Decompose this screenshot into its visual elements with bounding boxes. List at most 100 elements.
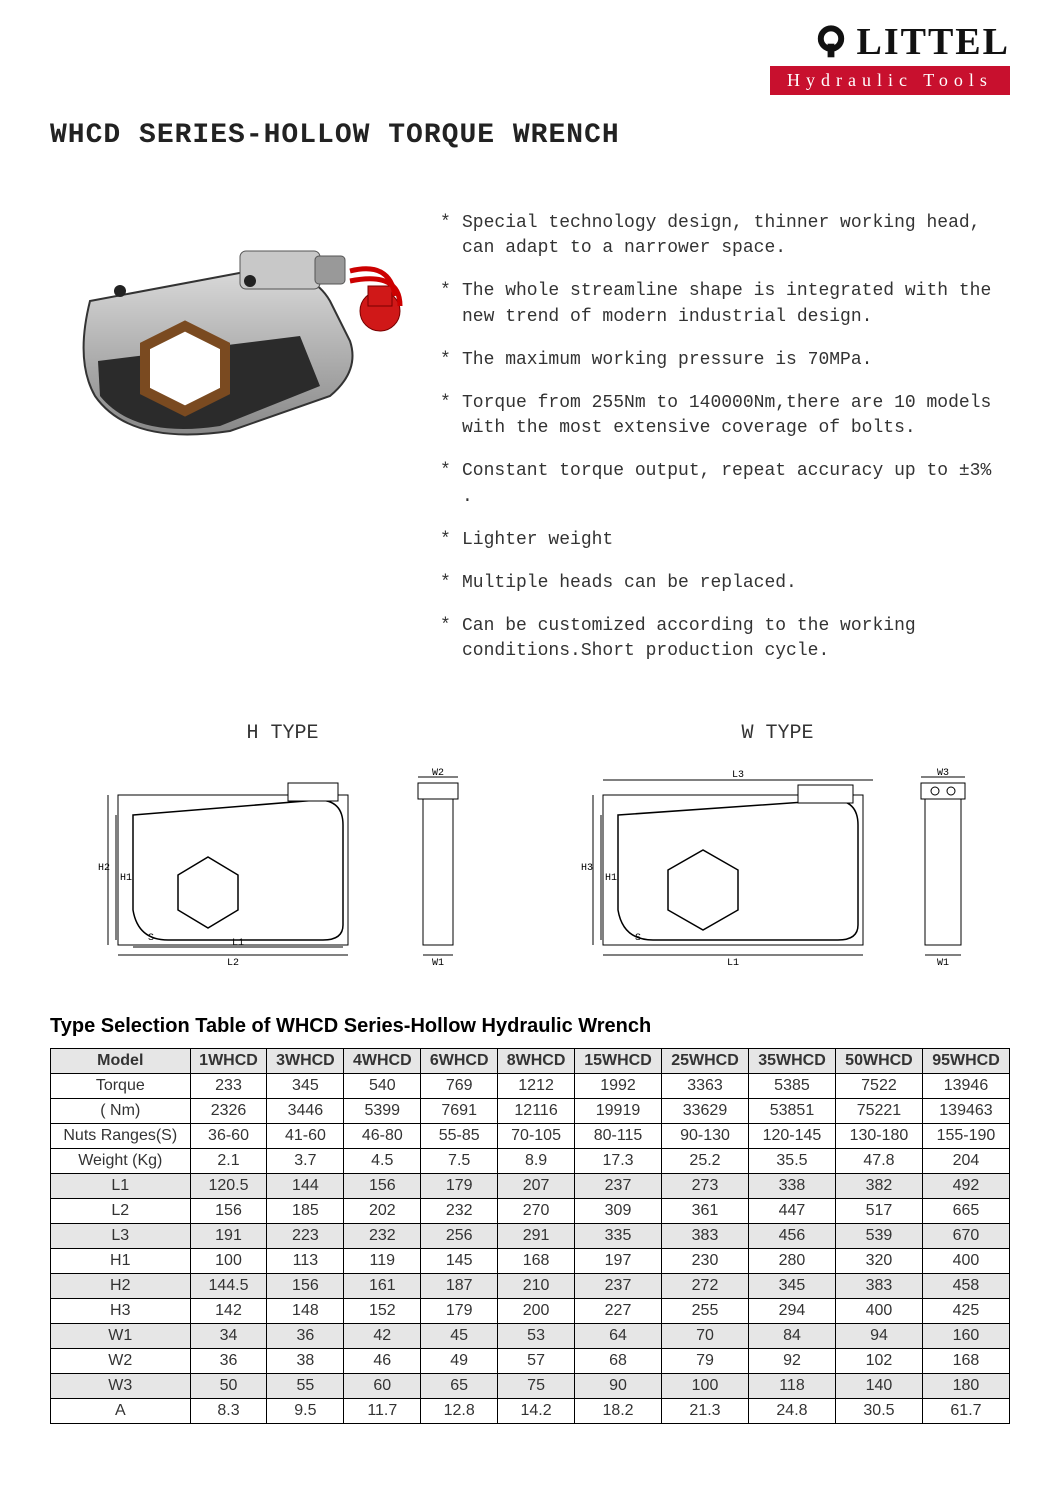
row-label: Torque (51, 1074, 191, 1099)
cell: 24.8 (748, 1399, 835, 1424)
cell: 119 (344, 1249, 421, 1274)
cell: 400 (835, 1299, 922, 1324)
col-header: 35WHCD (748, 1049, 835, 1074)
diagram-label-w: W TYPE (545, 722, 1010, 745)
cell: 45 (421, 1324, 498, 1349)
dim-L1: L1 (231, 938, 243, 949)
spec-table: Model1WHCD3WHCD4WHCD6WHCD8WHCD15WHCD25WH… (50, 1048, 1010, 1424)
cell: 148 (267, 1299, 344, 1324)
cell: 2326 (190, 1099, 267, 1124)
table-row: A8.39.511.712.814.218.221.324.830.561.7 (51, 1399, 1010, 1424)
bullet-text: Can be customized according to the worki… (462, 614, 1010, 664)
col-header: 8WHCD (498, 1049, 575, 1074)
cell: 60 (344, 1374, 421, 1399)
cell: 144 (267, 1174, 344, 1199)
diagram-w-type: W TYPE L3 L1 H3 H1 S (545, 722, 1010, 975)
cell: 42 (344, 1324, 421, 1349)
row-label: Nuts Ranges(S) (51, 1124, 191, 1149)
dim-L3: L3 (731, 770, 743, 781)
cell: 273 (662, 1174, 749, 1199)
cell: 187 (421, 1274, 498, 1299)
bullet-marker: * (440, 614, 462, 664)
cell: 75221 (835, 1099, 922, 1124)
col-header: 25WHCD (662, 1049, 749, 1074)
cell: 456 (748, 1224, 835, 1249)
dim-L1b: L1 (726, 958, 738, 965)
diagram-label-h: H TYPE (50, 722, 515, 745)
cell: 19919 (575, 1099, 662, 1124)
dim-L2: L2 (226, 958, 238, 965)
row-label: H2 (51, 1274, 191, 1299)
cell: 227 (575, 1299, 662, 1324)
cell: 92 (748, 1349, 835, 1374)
cell: 13946 (922, 1074, 1009, 1099)
cell: 223 (267, 1224, 344, 1249)
bullet-text: The whole streamline shape is integrated… (462, 279, 1010, 329)
cell: 191 (190, 1224, 267, 1249)
cell: 12.8 (421, 1399, 498, 1424)
cell: 309 (575, 1199, 662, 1224)
cell: 345 (267, 1074, 344, 1099)
cell: 152 (344, 1299, 421, 1324)
cell: 383 (835, 1274, 922, 1299)
table-row: L3191223232256291335383456539670 (51, 1224, 1010, 1249)
bullet-text: Constant torque output, repeat accuracy … (462, 459, 1010, 509)
cell: 36 (190, 1349, 267, 1374)
col-header: 1WHCD (190, 1049, 267, 1074)
feature-bullet: *Torque from 255Nm to 140000Nm,there are… (440, 391, 1010, 441)
cell: 232 (421, 1199, 498, 1224)
cell: 237 (575, 1274, 662, 1299)
brand-mark-icon (814, 25, 848, 59)
table-row: H2144.5156161187210237272345383458 (51, 1274, 1010, 1299)
cell: 382 (835, 1174, 922, 1199)
cell: 53 (498, 1324, 575, 1349)
table-row: W1343642455364708494160 (51, 1324, 1010, 1349)
cell: 120-145 (748, 1124, 835, 1149)
cell: 14.2 (498, 1399, 575, 1424)
row-label: W2 (51, 1349, 191, 1374)
bullet-text: Lighter weight (462, 528, 613, 553)
cell: 49 (421, 1349, 498, 1374)
cell: 179 (421, 1174, 498, 1199)
cell: 70 (662, 1324, 749, 1349)
bullet-marker: * (440, 348, 462, 373)
cell: 233 (190, 1074, 267, 1099)
cell: 46-80 (344, 1124, 421, 1149)
row-label: Weight (Kg) (51, 1149, 191, 1174)
cell: 53851 (748, 1099, 835, 1124)
cell: 291 (498, 1224, 575, 1249)
cell: 230 (662, 1249, 749, 1274)
cell: 70-105 (498, 1124, 575, 1149)
table-title: Type Selection Table of WHCD Series-Holl… (50, 1015, 1010, 1038)
cell: 156 (190, 1199, 267, 1224)
table-row: W3505560657590100118140180 (51, 1374, 1010, 1399)
table-row: H3142148152179200227255294400425 (51, 1299, 1010, 1324)
cell: 335 (575, 1224, 662, 1249)
cell: 458 (922, 1274, 1009, 1299)
table-row: Weight (Kg)2.13.74.57.58.917.325.235.547… (51, 1149, 1010, 1174)
cell: 90-130 (662, 1124, 749, 1149)
cell: 65 (421, 1374, 498, 1399)
col-header: 3WHCD (267, 1049, 344, 1074)
cell: 207 (498, 1174, 575, 1199)
cell: 94 (835, 1324, 922, 1349)
cell: 383 (662, 1224, 749, 1249)
cell: 256 (421, 1224, 498, 1249)
table-row: L1120.5144156179207237273338382492 (51, 1174, 1010, 1199)
cell: 68 (575, 1349, 662, 1374)
cell: 55 (267, 1374, 344, 1399)
cell: 140 (835, 1374, 922, 1399)
cell: 210 (498, 1274, 575, 1299)
cell: 156 (267, 1274, 344, 1299)
cell: 100 (662, 1374, 749, 1399)
cell: 144.5 (190, 1274, 267, 1299)
bullet-text: Torque from 255Nm to 140000Nm,there are … (462, 391, 1010, 441)
bullet-marker: * (440, 279, 462, 329)
brand-logo: LITTEL Hydraulic Tools (770, 20, 1010, 95)
cell: 18.2 (575, 1399, 662, 1424)
bullet-marker: * (440, 391, 462, 441)
table-row: W23638464957687992102168 (51, 1349, 1010, 1374)
cell: 200 (498, 1299, 575, 1324)
feature-bullet: *Constant torque output, repeat accuracy… (440, 459, 1010, 509)
dim-H3: H3 (581, 863, 593, 874)
